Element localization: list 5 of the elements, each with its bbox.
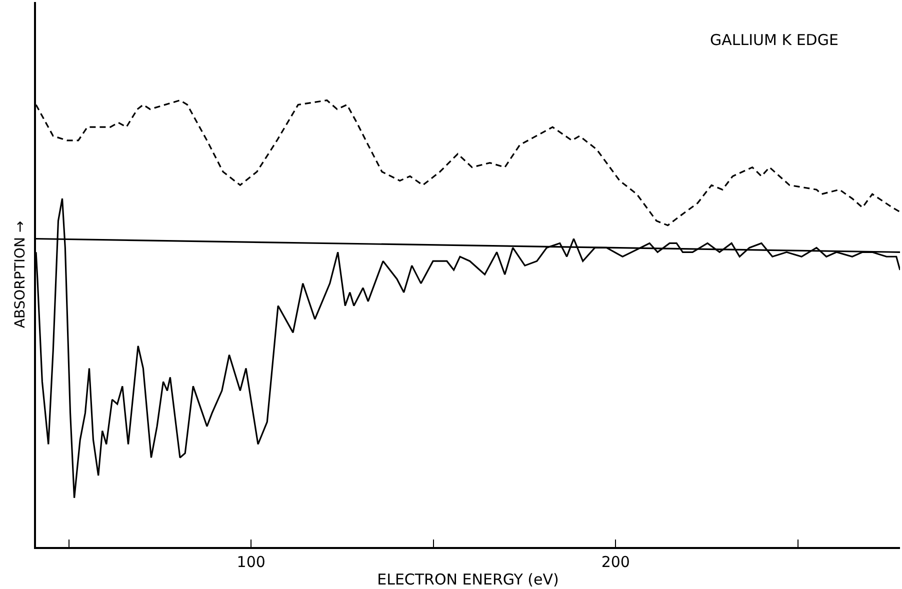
- text: GALLIUM K EDGE: [710, 31, 838, 49]
- x-axis-title: ELECTRON ENERGY (eV): [377, 570, 559, 588]
- x-tick-label: 200: [601, 552, 630, 571]
- y-axis-title: ABSORPTION →: [12, 220, 28, 328]
- x-tick-label: 100: [236, 552, 266, 571]
